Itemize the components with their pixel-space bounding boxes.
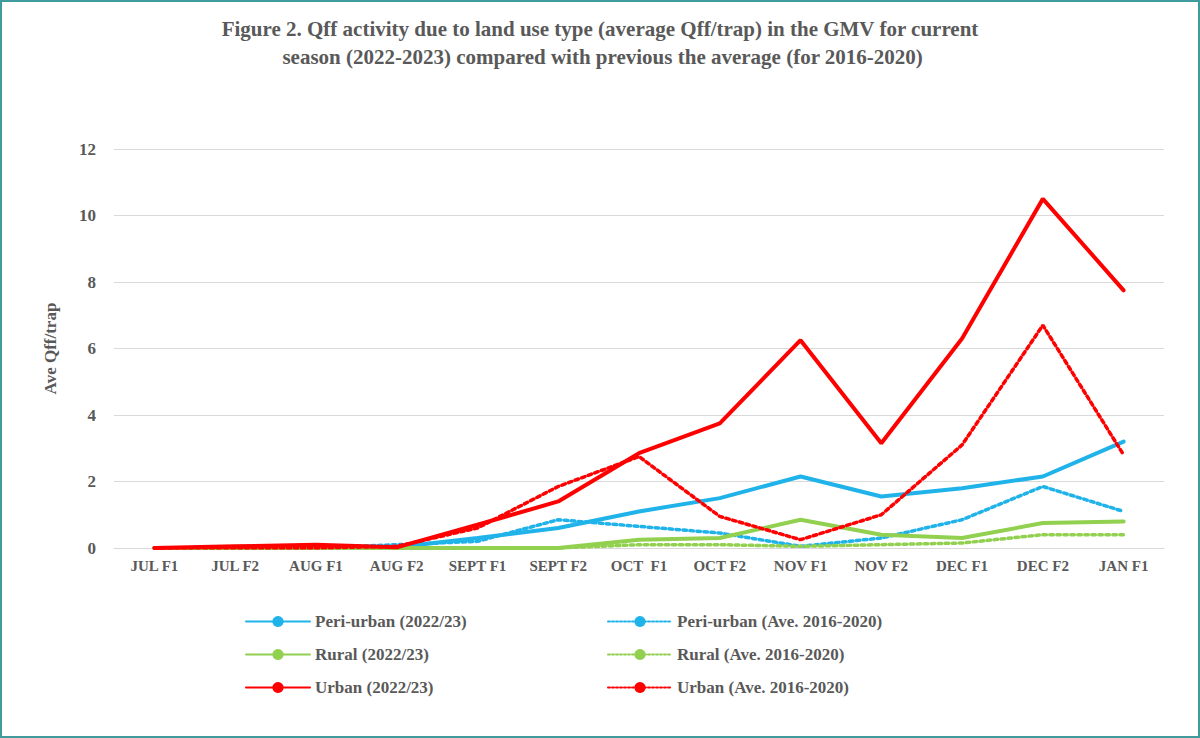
svg-text:2: 2 — [88, 472, 97, 491]
svg-text:Ave Qff/trap: Ave Qff/trap — [41, 303, 60, 395]
svg-text:Rural (2022/23): Rural (2022/23) — [315, 645, 429, 664]
svg-text:JUL F2: JUL F2 — [211, 558, 259, 574]
svg-text:JUL F1: JUL F1 — [130, 558, 178, 574]
svg-text:season (2022-2023) compared wi: season (2022-2023) compared with previou… — [277, 45, 923, 69]
svg-text:SEPT F2: SEPT F2 — [529, 558, 587, 574]
svg-text:12: 12 — [79, 140, 96, 159]
svg-text:10: 10 — [79, 206, 96, 225]
svg-text:AUG F1: AUG F1 — [289, 558, 343, 574]
svg-text:SEPT F1: SEPT F1 — [449, 558, 507, 574]
svg-text:8: 8 — [88, 273, 97, 292]
svg-text:6: 6 — [88, 339, 97, 358]
svg-text:Rural (Ave. 2016-2020): Rural (Ave. 2016-2020) — [677, 645, 844, 664]
svg-text:OCT F2: OCT F2 — [693, 558, 746, 574]
svg-text:Figure 2. Qff activity due to: Figure 2. Qff activity due to land use t… — [222, 17, 979, 41]
svg-text:DEC F2: DEC F2 — [1017, 558, 1069, 574]
svg-text:NOV F1: NOV F1 — [774, 558, 827, 574]
svg-text:DEC F1: DEC F1 — [936, 558, 988, 574]
svg-text:Peri-urban (Ave. 2016-2020): Peri-urban (Ave. 2016-2020) — [677, 612, 882, 631]
svg-text:4: 4 — [88, 406, 97, 425]
svg-text:Urban (2022/23): Urban (2022/23) — [315, 678, 434, 697]
svg-text:NOV F2: NOV F2 — [855, 558, 908, 574]
svg-text:JAN F1: JAN F1 — [1099, 558, 1149, 574]
svg-text:AUG F2: AUG F2 — [370, 558, 424, 574]
svg-text:Urban (Ave. 2016-2020): Urban (Ave. 2016-2020) — [677, 678, 849, 697]
svg-text:0: 0 — [88, 539, 97, 558]
svg-text:OCT F1: OCT F1 — [611, 558, 667, 574]
svg-text:Peri-urban (2022/23): Peri-urban (2022/23) — [315, 612, 467, 631]
